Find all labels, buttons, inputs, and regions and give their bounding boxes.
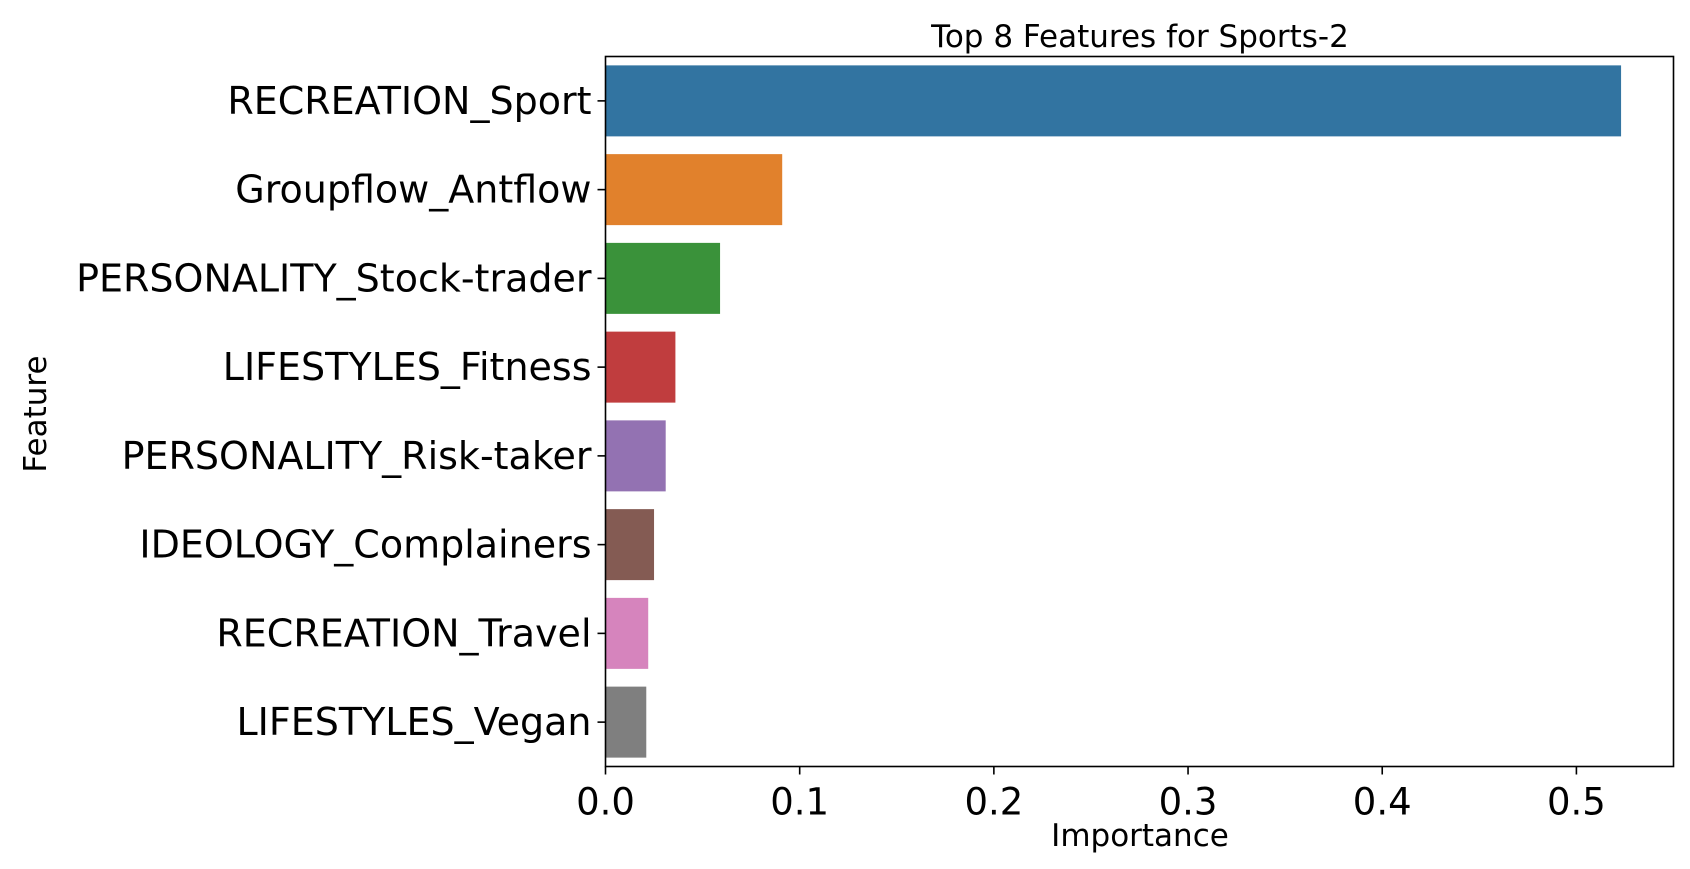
x-axis-ticks: 0.0 0.1 0.2 0.3 0.4 0.5 xyxy=(576,766,1606,824)
bar xyxy=(605,154,783,226)
chart-title: Top 8 Features for Sports-2 xyxy=(930,19,1349,55)
bar xyxy=(605,331,676,403)
bar xyxy=(605,597,649,669)
y-tick-label: LIFESTYLES_Fitness xyxy=(223,345,592,389)
x-tick-label: 0.0 xyxy=(576,781,635,824)
y-axis-ticks: RECREATION_Sport Groupflow_Antflow PERSONA… xyxy=(76,79,606,744)
x-tick-label: 0.2 xyxy=(964,781,1023,824)
y-tick-label: PERSONALITY_Stock-trader xyxy=(76,256,592,300)
y-tick-label: LIFESTYLES_Vegan xyxy=(236,700,591,744)
y-tick-label: RECREATION_Travel xyxy=(216,611,591,655)
y-tick-label: PERSONALITY_Risk-taker xyxy=(122,434,592,478)
bar xyxy=(605,242,721,314)
x-axis-label: Importance xyxy=(1051,818,1229,854)
x-tick-label: 0.5 xyxy=(1547,781,1606,824)
y-tick-label: RECREATION_Sport xyxy=(227,79,591,123)
bar xyxy=(605,686,647,758)
y-axis-label: Feature xyxy=(18,355,54,472)
x-tick-label: 0.1 xyxy=(770,781,829,824)
plot-frame xyxy=(604,55,1675,768)
bar xyxy=(605,420,666,492)
bar xyxy=(605,65,1622,137)
x-tick-label: 0.4 xyxy=(1353,781,1412,824)
y-tick-label: IDEOLOGY_Complainers xyxy=(139,523,591,567)
x-tick-label: 0.3 xyxy=(1159,781,1218,824)
bar xyxy=(605,509,655,581)
bars-group xyxy=(605,65,1622,758)
y-tick-label: Groupflow_Antflow xyxy=(235,168,591,212)
